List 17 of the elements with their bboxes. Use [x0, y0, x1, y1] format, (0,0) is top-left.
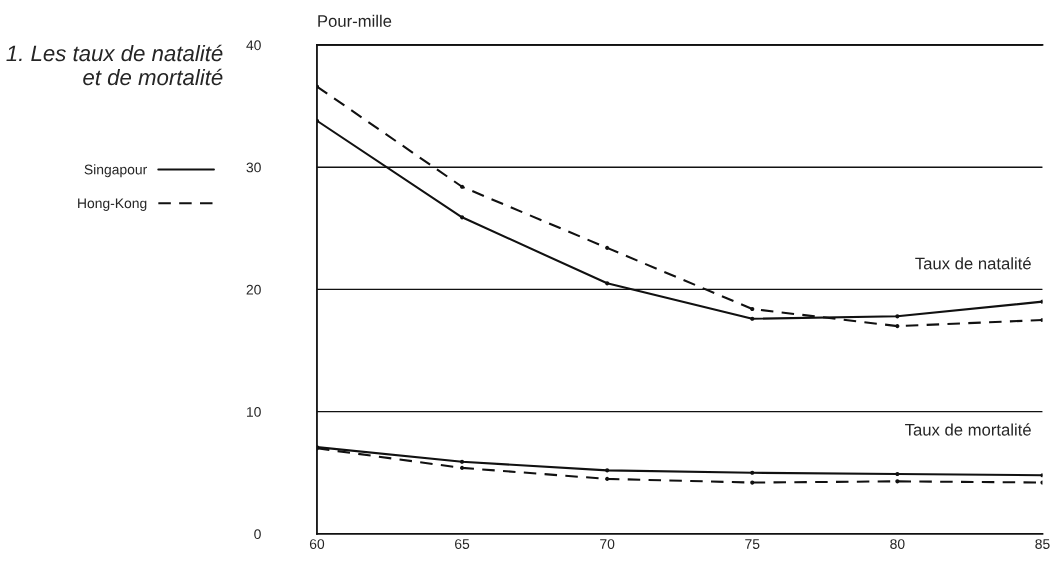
y-axis-title: Pour-mille — [318, 14, 392, 27]
annotation: Taux de natalité — [915, 257, 1031, 270]
x-tick-label: 70 — [600, 539, 615, 549]
y-tick-label: 30 — [246, 162, 261, 173]
x-tick-label: 85 — [1035, 539, 1050, 549]
x-tick-label: 80 — [890, 539, 905, 549]
x-tick-label: 75 — [745, 539, 760, 549]
x-tick-label: 60 — [309, 539, 325, 549]
legend-label: Hong-Kong — [78, 198, 147, 211]
x-tick-label: 65 — [455, 539, 470, 549]
y-tick-label: 10 — [247, 407, 261, 417]
text: 1. Les taux de natalité et de mortalité — [6, 44, 223, 86]
y-tick-label: 40 — [246, 40, 261, 51]
y-tick-label: 20 — [246, 284, 261, 295]
legend-label: Singapour — [84, 164, 147, 178]
annotation: Taux de mortalité — [905, 423, 1031, 436]
y-tick-label: 0 — [254, 529, 261, 540]
